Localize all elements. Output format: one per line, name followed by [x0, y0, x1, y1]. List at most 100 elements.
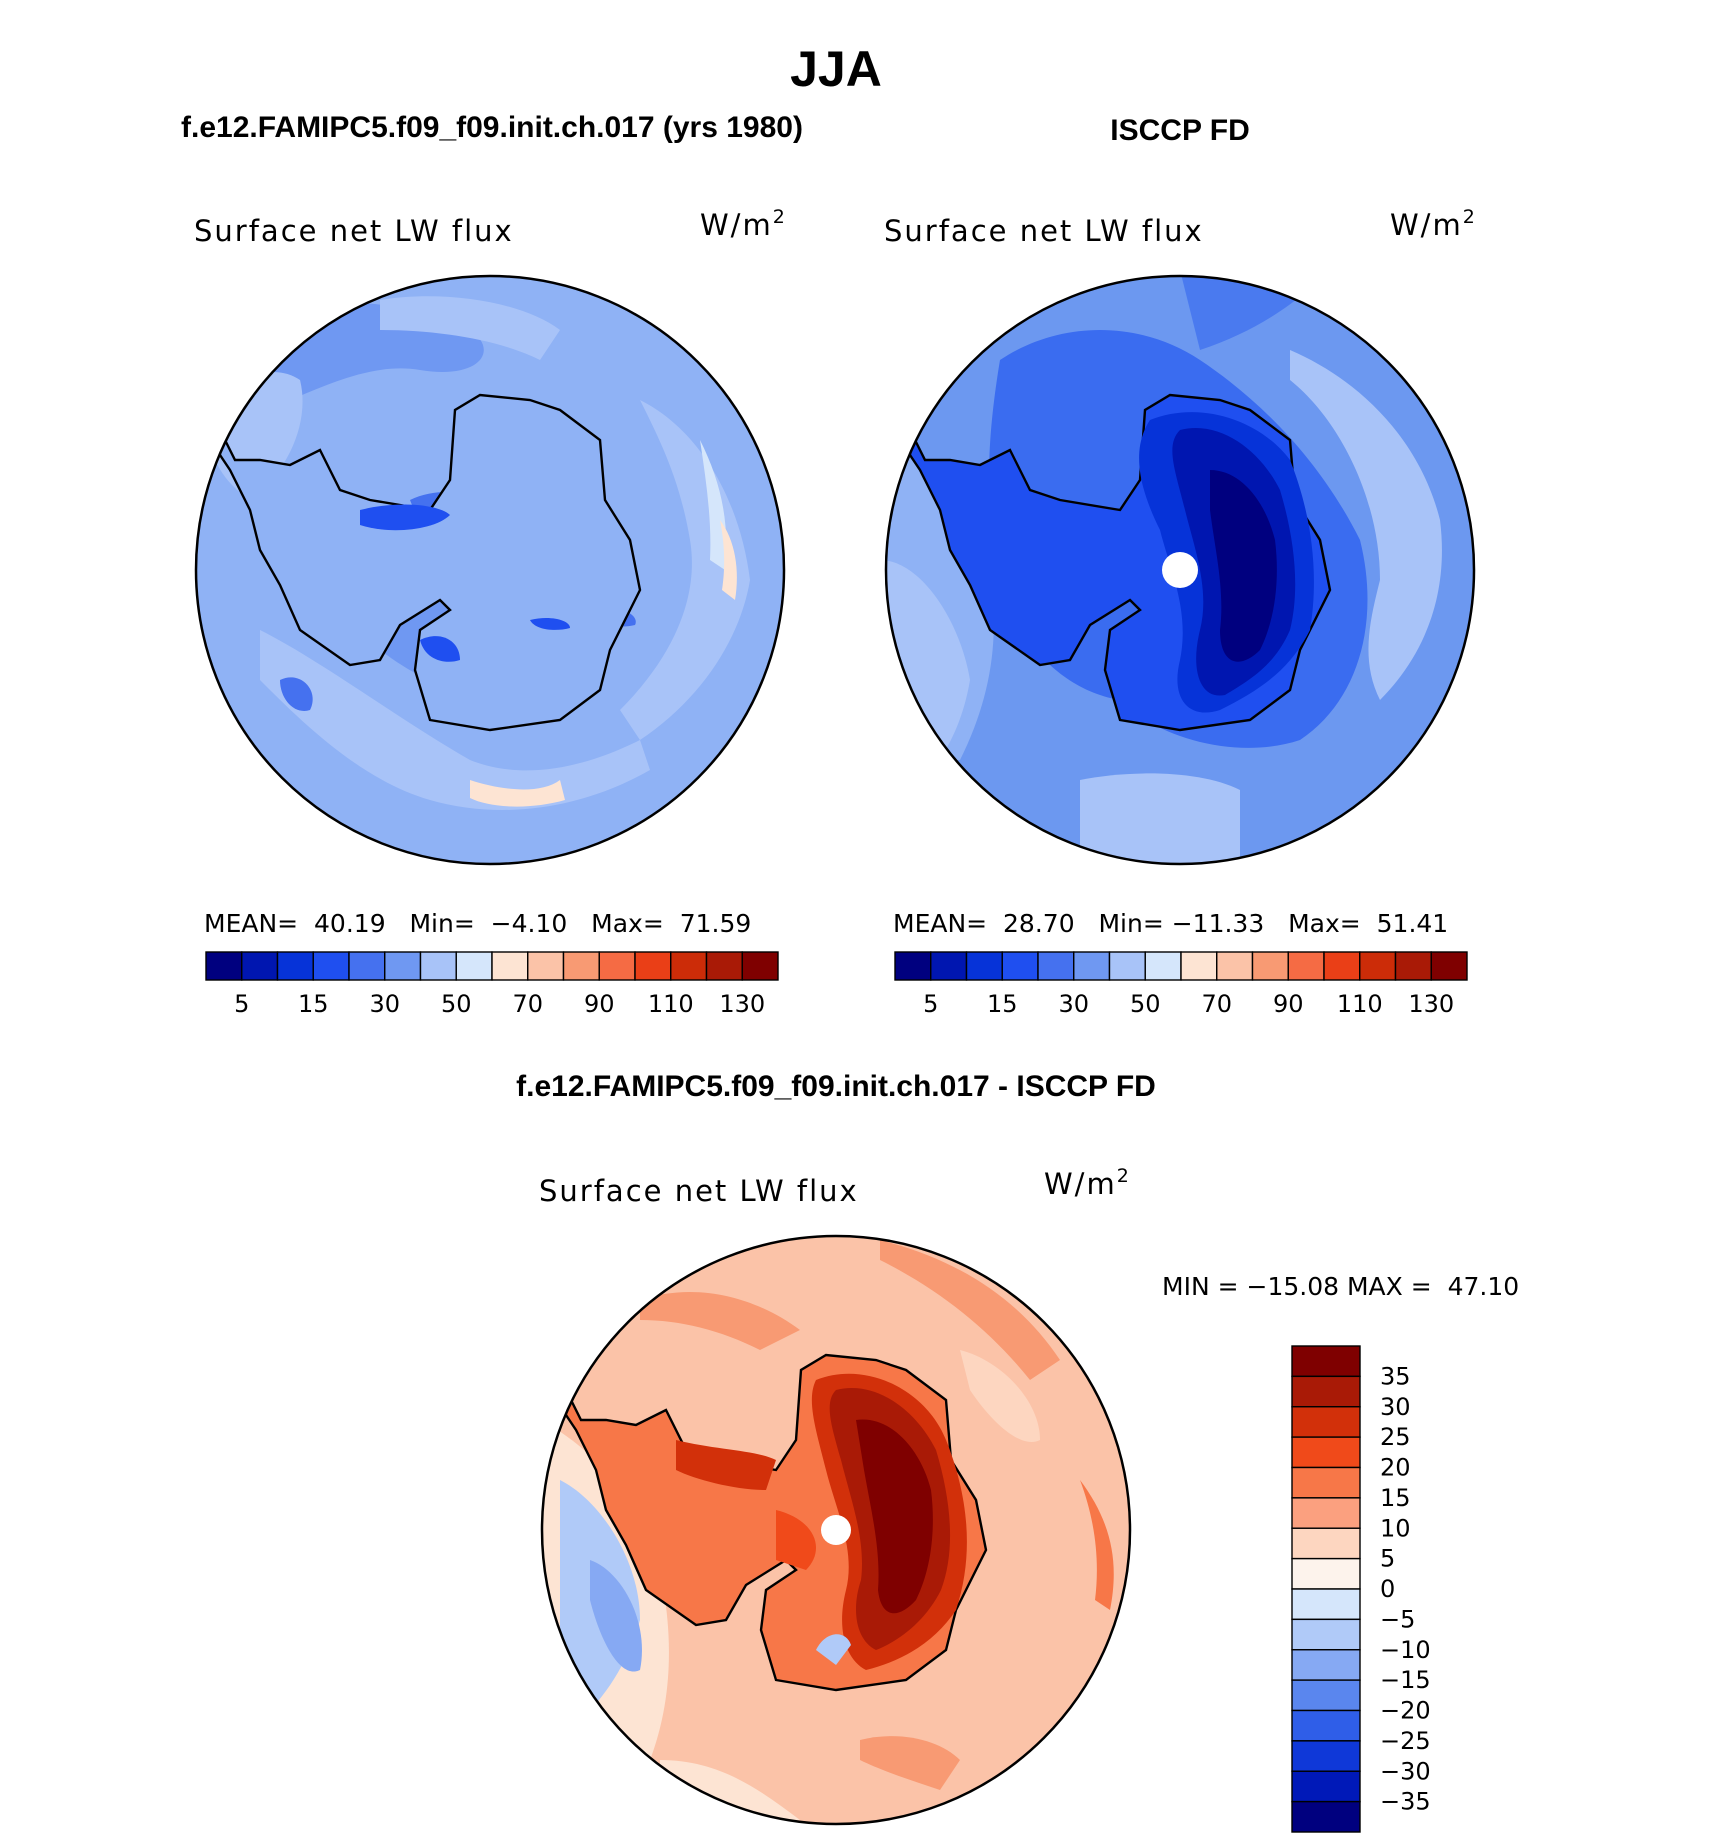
colorbar-tick-label: 130 — [719, 990, 765, 1018]
colorbar-swatch — [1291, 1649, 1361, 1681]
colorbar-tick-label: −5 — [1380, 1605, 1415, 1633]
colorbar-swatch — [1291, 1679, 1361, 1712]
map-diff-coastline — [564, 1353, 988, 1692]
map-obs-coastline — [908, 393, 1332, 732]
colorbar-swatch — [527, 951, 565, 981]
colorbar-tick-label: 110 — [1337, 990, 1383, 1018]
colorbar-tick-label: −10 — [1380, 1636, 1431, 1664]
colorbar-swatch — [1291, 1740, 1361, 1772]
colorbar-swatch — [348, 951, 386, 981]
map-model-coastline — [218, 393, 642, 732]
map-model-outline — [194, 274, 786, 866]
colorbar-swatch — [455, 951, 493, 981]
colorbar-swatch — [1287, 951, 1325, 981]
colorbar-tick-label: 10 — [1380, 1514, 1411, 1542]
panel-diff: f.e12.FAMIPC5.f09_f09.init.ch.017 - ISCC… — [516, 1070, 1519, 1833]
colorbar-tick-label: 130 — [1408, 990, 1454, 1018]
map-obs-outline — [884, 274, 1476, 866]
colorbar-tick-label: 5 — [923, 990, 938, 1018]
map-model — [196, 276, 784, 864]
colorbar-tick-label: 0 — [1380, 1575, 1395, 1603]
colorbar-swatch — [1291, 1466, 1361, 1499]
colorbar-swatch — [205, 951, 243, 981]
colorbar-swatch — [1291, 1406, 1361, 1438]
colorbar-swatch — [1359, 951, 1397, 981]
colorbar-tick-label: −30 — [1380, 1757, 1431, 1785]
panel-diff-variable: Surface net LW flux — [539, 1174, 859, 1208]
colorbar-swatch — [312, 951, 350, 981]
colorbar-swatch — [1323, 951, 1361, 981]
colorbar-swatch — [241, 951, 279, 981]
panel-model-units: W/m2 — [700, 206, 787, 242]
colorbar-swatch — [562, 951, 600, 981]
colorbar-tick-label: 70 — [1201, 990, 1232, 1018]
colorbar-tick-label: 15 — [1380, 1484, 1411, 1512]
panel-obs-units: W/m2 — [1390, 206, 1477, 242]
colorbar-swatch — [1291, 1770, 1361, 1803]
panel-obs-variable: Surface net LW flux — [884, 214, 1204, 248]
colorbar-tick-label: −20 — [1380, 1697, 1431, 1725]
colorbar-swatch — [965, 951, 1003, 981]
map-diff-outline — [540, 1234, 1132, 1826]
colorbar-swatch — [1108, 951, 1146, 981]
colorbar-tick-label: 25 — [1380, 1423, 1411, 1451]
colorbar-swatch — [1291, 1527, 1361, 1560]
colorbar-tick-label: 15 — [298, 990, 329, 1018]
panel-obs-case-title: ISCCP FD — [1110, 114, 1249, 147]
colorbar-swatch — [705, 951, 743, 981]
colorbar-swatch — [384, 951, 422, 981]
colorbar-tick-label: −25 — [1380, 1727, 1431, 1755]
colorbar-swatch — [1180, 951, 1218, 981]
colorbar-tick-label: 90 — [1273, 990, 1304, 1018]
colorbar-swatch — [1291, 1345, 1361, 1378]
colorbar-tick-label: 90 — [584, 990, 615, 1018]
colorbar-swatch — [1291, 1436, 1361, 1469]
colorbar-swatch — [598, 951, 636, 981]
colorbar-swatch — [1001, 951, 1039, 981]
colorbar-swatch — [741, 951, 779, 981]
colorbar-tick-label: 70 — [512, 990, 543, 1018]
colorbar-obs: 5 15 30 50 70 90 110 130 — [894, 951, 1468, 1018]
colorbar-tick-label: 5 — [234, 990, 249, 1018]
colorbar-tick-label: 15 — [987, 990, 1018, 1018]
panel-diff-case-title: f.e12.FAMIPC5.f09_f09.init.ch.017 - ISCC… — [516, 1070, 1156, 1103]
colorbar-swatch — [1216, 951, 1254, 981]
colorbar-swatch — [1291, 1497, 1361, 1529]
panel-model: f.e12.FAMIPC5.f09_f09.init.ch.017 (yrs 1… — [181, 111, 803, 1018]
colorbar-tick-label: 50 — [1130, 990, 1161, 1018]
colorbar-swatch — [1144, 951, 1182, 981]
colorbar-tick-label: 30 — [1058, 990, 1089, 1018]
map-diff — [542, 1236, 1130, 1824]
colorbar-tick-label: 35 — [1380, 1362, 1411, 1390]
colorbar-tick-label: 50 — [441, 990, 472, 1018]
figure-title: JJA — [790, 41, 882, 97]
colorbar-swatch — [1251, 951, 1289, 981]
colorbar-swatch — [1291, 1800, 1361, 1833]
colorbar-model: 5 15 30 50 70 90 110 130 — [205, 951, 779, 1018]
panel-model-stats: MEAN= 40.19 Min= −4.10 Max= 71.59 — [204, 909, 751, 938]
colorbar-swatch — [1291, 1375, 1361, 1408]
colorbar-swatch — [894, 951, 932, 981]
colorbar-swatch — [1430, 951, 1468, 981]
map-obs — [886, 276, 1474, 864]
colorbar-swatch — [491, 951, 529, 981]
colorbar-swatch — [1291, 1588, 1361, 1621]
colorbar-swatch — [276, 951, 314, 981]
colorbar-tick-label: 110 — [648, 990, 694, 1018]
colorbar-tick-label: −15 — [1380, 1666, 1431, 1694]
panel-obs: ISCCP FD Surface net LW flux W/m2 MEA — [884, 114, 1477, 1018]
colorbar-swatch — [930, 951, 968, 981]
colorbar-swatch — [670, 951, 708, 981]
colorbar-swatch — [419, 951, 457, 981]
colorbar-swatch — [1291, 1557, 1361, 1590]
colorbar-swatch — [1291, 1709, 1361, 1742]
colorbar-tick-label: 30 — [1380, 1393, 1411, 1421]
panel-diff-units: W/m2 — [1044, 1165, 1131, 1201]
colorbar-tick-label: 20 — [1380, 1454, 1411, 1482]
colorbar-tick-label: 30 — [369, 990, 400, 1018]
colorbar-swatch — [1037, 951, 1075, 981]
colorbar-swatch — [634, 951, 672, 981]
colorbar-tick-label: −35 — [1380, 1788, 1431, 1816]
panel-obs-stats: MEAN= 28.70 Min= −11.33 Max= 51.41 — [893, 909, 1448, 938]
